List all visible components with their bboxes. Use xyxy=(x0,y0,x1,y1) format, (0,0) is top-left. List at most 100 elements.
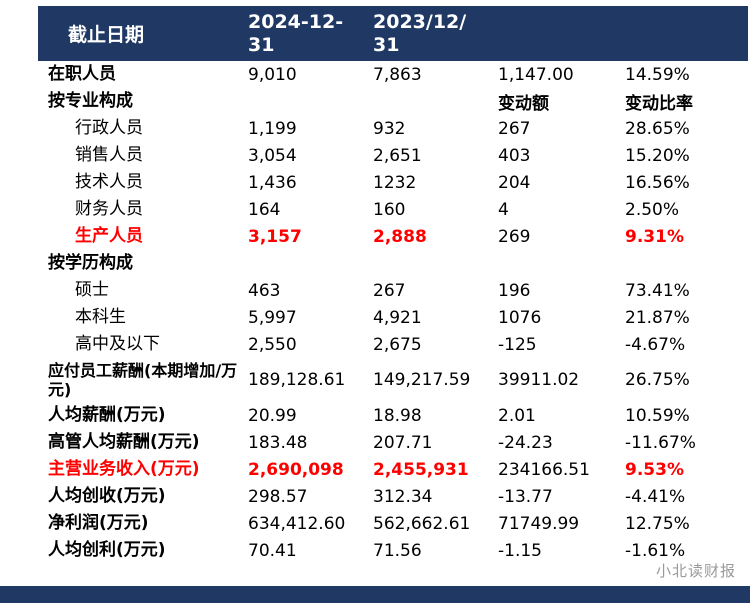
value-change: 2.01 xyxy=(498,405,536,426)
value-2023: 4,921 xyxy=(373,307,422,328)
value-ratio: 14.59% xyxy=(625,64,690,85)
row-label: 净利润(万元) xyxy=(48,513,149,534)
value-ratio: 12.75% xyxy=(625,513,690,534)
value-ratio: 28.65% xyxy=(625,118,690,139)
value-2024: 463 xyxy=(248,280,281,301)
table-row: 按学历构成 xyxy=(38,250,748,277)
table-row: 行政人员 1,199 932 267 28.65% xyxy=(38,115,748,142)
value-2023: 267 xyxy=(373,280,406,301)
table-row: 硕士 463 267 196 73.41% xyxy=(38,277,748,304)
value-2023: 2,651 xyxy=(373,145,422,166)
value-change: 234166.51 xyxy=(498,459,590,480)
value-change: -24.23 xyxy=(498,432,553,453)
value-ratio: 21.87% xyxy=(625,307,690,328)
value-ratio: 2.50% xyxy=(625,199,680,220)
value-2023: 932 xyxy=(373,118,406,139)
table-row: 人均创利(万元) 70.41 71.56 -1.15 -1.61% xyxy=(38,537,748,564)
value-change: 269 xyxy=(498,226,531,247)
value-change: -13.77 xyxy=(498,486,553,507)
value-change: 39911.02 xyxy=(498,370,580,390)
value-ratio: 15.20% xyxy=(625,145,690,166)
value-2024: 189,128.61 xyxy=(248,370,346,390)
row-label: 高中及以下 xyxy=(75,334,160,355)
table-row: 技术人员 1,436 1232 204 16.56% xyxy=(38,169,748,196)
value-2023: 71.56 xyxy=(373,540,422,561)
value-change: 71749.99 xyxy=(498,513,580,534)
row-label: 在职人员 xyxy=(48,64,116,85)
value-change: 1,147.00 xyxy=(498,64,574,85)
table-row: 按专业构成 变动额 变动比率 xyxy=(38,88,748,115)
row-label: 主营业务收入(万元) xyxy=(48,459,200,480)
data-table: 截止日期 2024-12-31 2023/12/31 在职人员 9,010 7,… xyxy=(38,6,748,564)
value-change: 267 xyxy=(498,118,531,139)
table-row: 人均薪酬(万元) 20.99 18.98 2.01 10.59% xyxy=(38,402,748,429)
value-change: 204 xyxy=(498,172,531,193)
row-label: 财务人员 xyxy=(75,199,143,220)
value-change: 1076 xyxy=(498,307,542,328)
value-2023: 2,888 xyxy=(373,226,427,247)
value-ratio: -11.67% xyxy=(625,432,696,453)
value-2024: 9,010 xyxy=(248,64,297,85)
row-label: 硕士 xyxy=(75,280,109,301)
table-row: 在职人员 9,010 7,863 1,147.00 14.59% xyxy=(38,61,748,88)
watermark: 小北读财报 xyxy=(655,562,736,580)
value-2024: 3,157 xyxy=(248,226,302,247)
value-change: 403 xyxy=(498,145,531,166)
value-ratio: -4.67% xyxy=(625,334,686,355)
value-2024: 2,550 xyxy=(248,334,297,355)
row-label: 人均创收(万元) xyxy=(48,486,166,507)
row-label: 销售人员 xyxy=(75,145,143,166)
header-title: 截止日期 xyxy=(68,24,145,46)
row-label: 按学历构成 xyxy=(48,253,133,274)
table-row: 高管人均薪酬(万元) 183.48 207.71 -24.23 -11.67% xyxy=(38,429,748,456)
value-2024: 70.41 xyxy=(248,540,297,561)
value-2023: 207.71 xyxy=(373,432,433,453)
row-label: 人均薪酬(万元) xyxy=(48,405,166,426)
table-row: 财务人员 164 160 4 2.50% xyxy=(38,196,748,223)
value-2024: 3,054 xyxy=(248,145,297,166)
value-2023: 18.98 xyxy=(373,405,422,426)
header-date-2024: 2024-12-31 xyxy=(248,10,344,56)
value-2024: 1,436 xyxy=(248,172,297,193)
value-ratio: -4.41% xyxy=(625,486,686,507)
value-2023: 160 xyxy=(373,199,406,220)
value-2023: 2,675 xyxy=(373,334,422,355)
value-ratio: 9.53% xyxy=(625,459,684,480)
value-ratio: -1.61% xyxy=(625,540,686,561)
row-label: 人均创利(万元) xyxy=(48,540,166,561)
value-2024: 164 xyxy=(248,199,281,220)
value-2024: 298.57 xyxy=(248,486,308,507)
table-row: 净利润(万元) 634,412.60 562,662.61 71749.99 1… xyxy=(38,510,748,537)
row-label: 生产人员 xyxy=(75,226,143,247)
value-2024: 183.48 xyxy=(248,432,308,453)
value-change: 196 xyxy=(498,280,531,301)
value-2024: 2,690,098 xyxy=(248,459,344,480)
value-2023: 149,217.59 xyxy=(373,370,471,390)
table-row: 销售人员 3,054 2,651 403 15.20% xyxy=(38,142,748,169)
value-2023: 1232 xyxy=(373,172,417,193)
value-2024: 1,199 xyxy=(248,118,297,139)
value-change: -125 xyxy=(498,334,537,355)
value-2023: 562,662.61 xyxy=(373,513,471,534)
table-row-highlighted: 生产人员 3,157 2,888 269 9.31% xyxy=(38,223,748,250)
value-2024: 5,997 xyxy=(248,307,297,328)
row-label: 本科生 xyxy=(75,307,126,328)
value-2023: 2,455,931 xyxy=(373,459,469,480)
row-label: 高管人均薪酬(万元) xyxy=(48,432,200,453)
column-header-ratio: 变动比率 xyxy=(625,94,693,114)
value-2023: 7,863 xyxy=(373,64,422,85)
row-label: 按专业构成 xyxy=(48,91,133,112)
table-row: 人均创收(万元) 298.57 312.34 -13.77 -4.41% xyxy=(38,483,748,510)
table-row: 应付员工薪酬(本期增加/万元) 189,128.61 149,217.59 39… xyxy=(38,358,748,402)
value-ratio: 9.31% xyxy=(625,226,684,247)
table-row: 高中及以下 2,550 2,675 -125 -4.67% xyxy=(38,331,748,358)
table-row-highlighted: 主营业务收入(万元) 2,690,098 2,455,931 234166.51… xyxy=(38,456,748,483)
value-ratio: 73.41% xyxy=(625,280,690,301)
value-2023: 312.34 xyxy=(373,486,433,507)
column-header-change: 变动额 xyxy=(498,94,549,114)
value-ratio: 10.59% xyxy=(625,405,690,426)
row-label: 技术人员 xyxy=(75,172,143,193)
value-2024: 634,412.60 xyxy=(248,513,346,534)
value-change: -1.15 xyxy=(498,540,542,561)
